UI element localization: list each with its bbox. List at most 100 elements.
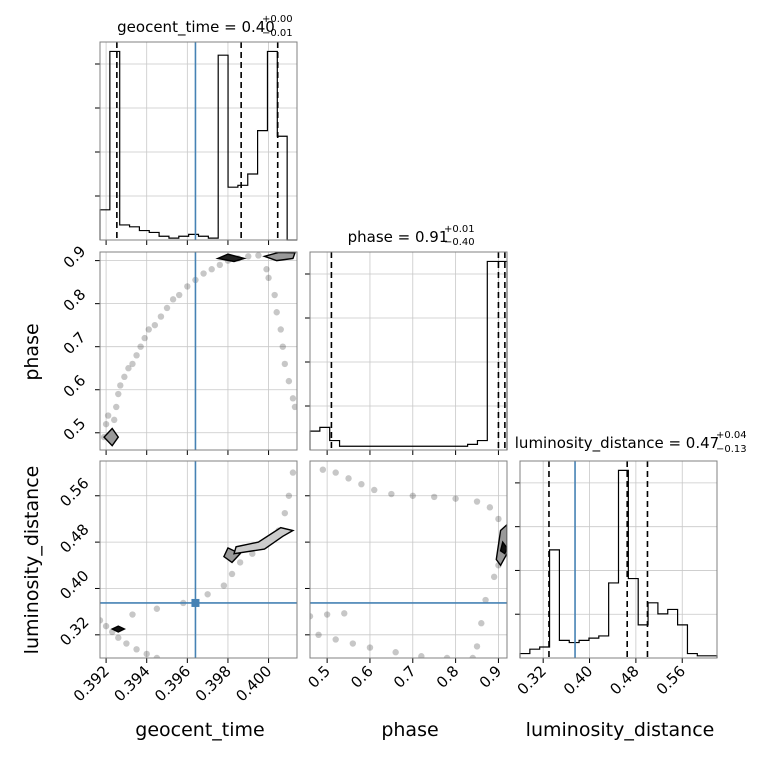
hist-phase-step [309,260,508,450]
scatter-phase-vs-luminosity-distance-sample-23 [349,640,357,647]
scatter-phase-vs-luminosity-distance-sample-22 [332,636,339,643]
hist-phase-frame [309,251,508,451]
scatter-phase-vs-luminosity-distance-sample-11 [495,515,502,523]
scatter-geocent-time-vs-phase-sample-1 [102,420,110,428]
hist-luminosity-distance-frame [519,460,718,659]
scatter-geocent-time-vs-phase-sample-11 [133,352,140,359]
scatter-phase-vs-luminosity-distance-sample-27 [443,654,451,658]
scatter-geocent-time-vs-luminosity-distance-frame [99,460,298,659]
scatter-geocent-time-vs-luminosity-distance-sample-12 [220,582,228,589]
panel-title-geocent-time-sub: −0.01 [262,28,293,39]
scatter-geocent-time-vs-luminosity-distance-ytick-label-2: 0.48 [56,520,92,556]
scatter-phase-vs-luminosity-distance-sample-20 [341,610,348,617]
hist-geocent-time-frame [99,41,298,241]
scatter-geocent-time-vs-luminosity-distance-sample-7 [153,654,161,658]
scatter-geocent-time-vs-luminosity-distance-xtick-label-1: 0.394 [110,662,153,705]
scatter-phase-vs-luminosity-distance-sample-6 [409,492,416,499]
scatter-geocent-time-vs-luminosity-distance-content [100,469,297,658]
hist-luminosity-distance-xtick-label-0: 0.32 [514,662,550,698]
scatter-geocent-time-vs-phase-contour-2 [262,252,296,262]
xlabel-phase: phase [381,719,438,741]
scatter-geocent-time-vs-phase-ytick-label-3: 0.8 [60,285,90,315]
scatter-geocent-time-vs-luminosity-distance-sample-6 [143,650,150,658]
scatter-phase-vs-luminosity-distance-sample-3 [358,480,365,488]
scatter-geocent-time-vs-luminosity-distance-sample-1 [102,622,110,630]
scatter-phase-vs-luminosity-distance-sample-15 [478,620,485,627]
scatter-phase-vs-luminosity-distance-sample-1 [332,469,339,476]
scatter-phase-vs-luminosity-distance-sample-0 [319,466,327,473]
hist-luminosity-distance-xtick-label-3: 0.56 [653,662,689,698]
scatter-geocent-time-vs-phase-contour-0 [103,427,120,447]
scatter-geocent-time-vs-phase-sample-36 [285,377,293,385]
scatter-phase-vs-luminosity-distance-sample-17 [469,654,476,658]
scatter-geocent-time-vs-phase-sample-6 [115,390,122,398]
scatter-phase-vs-luminosity-distance-sample-21 [315,631,322,639]
scatter-phase-vs-luminosity-distance-xtick-label-4: 0.9 [476,662,506,692]
scatter-geocent-time-vs-luminosity-distance-sample-0 [100,617,104,624]
scatter-geocent-time-vs-luminosity-distance-ytick-label-3: 0.56 [56,474,92,510]
scatter-phase-vs-luminosity-distance-content [310,466,507,658]
scatter-geocent-time-vs-phase-sample-17 [163,304,171,312]
scatter-geocent-time-vs-luminosity-distance-sample-15 [249,550,256,557]
scatter-geocent-time-vs-luminosity-distance-sample-9 [153,605,161,612]
scatter-phase-vs-luminosity-distance-sample-7 [430,493,438,501]
scatter-geocent-time-vs-luminosity-distance-contour-0 [110,625,127,633]
scatter-geocent-time-vs-luminosity-distance-sample-19 [285,492,293,499]
scatter-phase-vs-luminosity-distance-sample-2 [345,475,352,482]
scatter-geocent-time-vs-phase-sample-16 [157,313,165,320]
panel-title-geocent-time-sup: +0.00 [262,14,293,25]
scatter-geocent-time-vs-luminosity-distance-sample-3 [115,634,122,641]
scatter-geocent-time-vs-luminosity-distance-sample-20 [289,469,297,476]
panel-title-phase: phase = 0.91 [348,228,449,246]
scatter-geocent-time-vs-phase-sample-30 [265,274,272,282]
scatter-geocent-time-vs-phase-sample-15 [151,321,159,329]
ylabel-luminosity-distance: luminosity_distance [21,466,43,655]
scatter-geocent-time-vs-phase-ytick-label-4: 0.9 [60,242,90,272]
scatter-geocent-time-vs-luminosity-distance-truth-marker [191,598,200,607]
scatter-geocent-time-vs-luminosity-distance-sample-4 [123,640,130,647]
scatter-geocent-time-vs-luminosity-distance-ytick-label-0: 0.32 [56,613,92,649]
scatter-geocent-time-vs-luminosity-distance-sample-8 [129,611,136,618]
scatter-geocent-time-vs-luminosity-distance-xtick-label-0: 0.392 [70,662,113,705]
scatter-geocent-time-vs-phase-frame [99,251,298,451]
scatter-geocent-time-vs-luminosity-distance-xtick-label-3: 0.398 [192,662,235,705]
scatter-geocent-time-vs-luminosity-distance-sample-14 [236,559,244,566]
scatter-geocent-time-vs-phase-sample-27 [245,253,252,260]
scatter-geocent-time-vs-phase-content [100,252,297,447]
scatter-phase-vs-luminosity-distance-xtick-label-1: 0.6 [347,662,377,692]
scatter-geocent-time-vs-luminosity-distance-sample-13 [228,570,236,578]
scatter-phase-vs-luminosity-distance-xtick-label-0: 0.5 [304,662,334,692]
scatter-geocent-time-vs-luminosity-distance-sample-18 [281,509,289,517]
hist-luminosity-distance-xtick-label-2: 0.48 [606,662,642,698]
scatter-geocent-time-vs-phase-sample-22 [200,270,207,277]
scatter-geocent-time-vs-phase-sample-9 [125,365,132,372]
hist-geocent-time-step [99,50,297,241]
scatter-geocent-time-vs-phase-sample-12 [137,343,144,350]
scatter-geocent-time-vs-phase-sample-8 [121,373,128,381]
scatter-geocent-time-vs-phase-sample-23 [208,266,215,273]
scatter-phase-vs-luminosity-distance-sample-26 [418,653,425,658]
scatter-geocent-time-vs-phase-sample-10 [129,360,136,368]
scatter-phase-vs-luminosity-distance-sample-13 [490,573,498,581]
panel-title-phase-sub: −0.40 [444,237,475,248]
scatter-phase-vs-luminosity-distance-sample-14 [482,596,489,604]
scatter-geocent-time-vs-luminosity-distance-xtick-label-4: 0.400 [232,662,275,705]
hist-luminosity-distance-xtick-label-1: 0.40 [560,662,596,698]
scatter-geocent-time-vs-luminosity-distance-sample-11 [204,591,211,598]
scatter-geocent-time-vs-phase-sample-38 [291,403,297,411]
xlabel-geocent-time: geocent_time [135,719,264,741]
panel-title-phase-sup: +0.01 [444,224,475,235]
scatter-geocent-time-vs-luminosity-distance-sample-5 [133,646,140,653]
scatter-geocent-time-vs-phase-sample-4 [111,416,118,424]
panel-title-luminosity-distance: luminosity_distance = 0.47 [515,434,719,453]
scatter-geocent-time-vs-phase-sample-2 [104,412,112,419]
scatter-geocent-time-vs-phase-sample-24 [216,261,224,269]
scatter-phase-vs-luminosity-distance-sample-19 [323,611,331,618]
scatter-phase-vs-luminosity-distance-xtick-label-2: 0.7 [390,662,420,692]
panel-title-luminosity-distance-sub: −0.13 [716,444,747,455]
scatter-geocent-time-vs-phase-sample-13 [141,334,148,342]
scatter-phase-vs-luminosity-distance-sample-10 [486,504,494,511]
scatter-geocent-time-vs-phase-sample-33 [277,326,284,333]
scatter-geocent-time-vs-luminosity-distance-contour-1 [223,546,242,564]
